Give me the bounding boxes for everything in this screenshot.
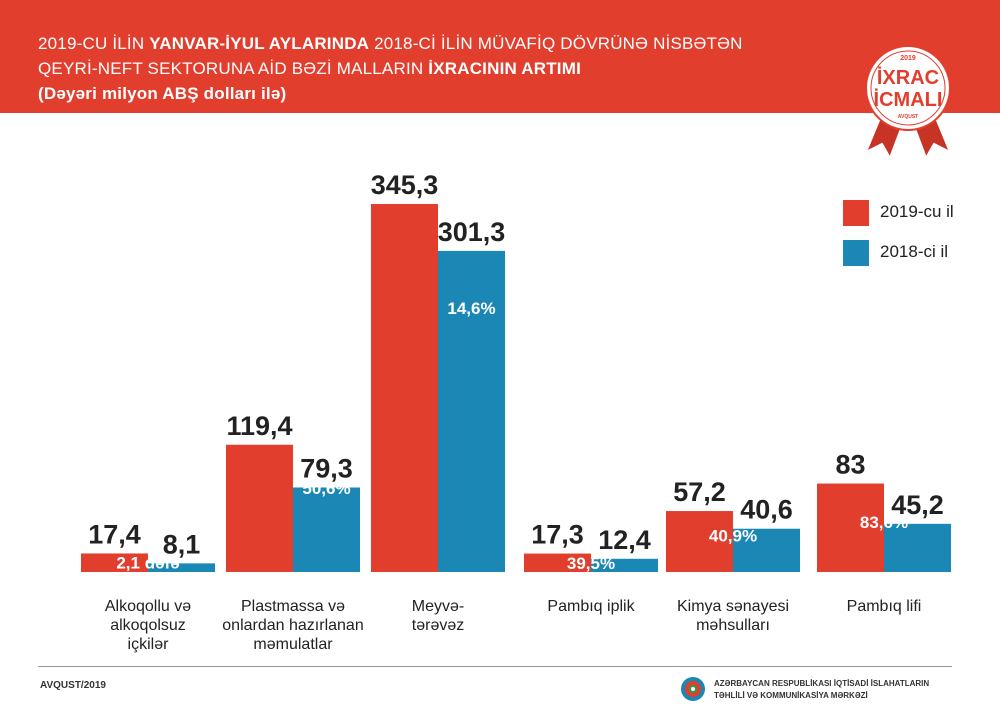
badge-word-2: İCMALI <box>874 88 943 111</box>
bar-2018-3 <box>591 558 658 572</box>
value-label-2018-1: 79,3 <box>300 453 353 483</box>
legend-label-2019: 2019-cu il <box>880 202 954 221</box>
growth-label-0: 2,1 dəfə <box>116 554 179 573</box>
value-label-2019-0: 17,4 <box>88 519 141 549</box>
growth-label-2: 14,6% <box>447 299 495 318</box>
category-label-0-2: içkilər <box>128 636 170 653</box>
subtitle-units: (Dəyəri milyon ABŞ dolları ilə) <box>38 84 287 103</box>
category-label-4-0: Kimya sənayesi <box>677 598 789 615</box>
footer-org-line-2: TƏHLİLİ VƏ KOMMUNİKASİYA MƏRKƏZİ <box>714 691 868 700</box>
bar-2019-4 <box>666 511 733 572</box>
category-label-1-0: Plastmassa və <box>241 598 345 615</box>
bar-2018-1 <box>293 487 360 572</box>
title-line-1: 2019-CU İLİN YANVAR-İYUL AYLARINDA 2018-… <box>38 34 743 53</box>
footer-organization: AZƏRBAYCAN RESPUBLİKASI İQTİSADİ İSLAHAT… <box>714 678 929 702</box>
bar-2019-0 <box>81 553 148 572</box>
bar-2018-2 <box>438 250 505 572</box>
category-label-3-0: Pambıq iplik <box>547 598 635 615</box>
value-label-2019-4: 57,2 <box>673 477 726 507</box>
bar-2018-0 <box>148 563 215 572</box>
category-label-1-1: onlardan hazırlanan <box>222 617 363 634</box>
value-label-2019-1: 119,4 <box>226 411 292 441</box>
legend-swatch-2019 <box>843 200 869 226</box>
category-label-1-2: məmulatlar <box>253 636 333 653</box>
category-label-0-0: Alkoqollu və <box>105 598 191 615</box>
bar-2019-2 <box>371 204 438 572</box>
legend-item-2019: 2019-cu il <box>843 200 973 226</box>
category-label-2-1: tərəvəz <box>412 617 464 634</box>
category-label-0-1: alkoqolsuz <box>110 617 186 634</box>
legend-swatch-2018 <box>843 240 869 266</box>
bar-2019-1 <box>226 444 293 572</box>
value-label-2019-5: 83 <box>835 450 865 480</box>
badge-month: AVQUST <box>898 114 918 120</box>
bar-2019-5 <box>817 483 884 572</box>
category-label-4-1: məhsulları <box>696 617 770 634</box>
value-label-2019-3: 17,3 <box>531 520 584 550</box>
value-label-2018-2: 301,3 <box>438 217 506 247</box>
growth-label-1: 50,6% <box>302 479 350 498</box>
value-label-2018-0: 8,1 <box>163 529 201 559</box>
footer-org-line-1: AZƏRBAYCAN RESPUBLİKASI İQTİSADİ İSLAHAT… <box>714 679 930 688</box>
bar-2019-3 <box>524 553 591 572</box>
value-label-2018-4: 40,6 <box>740 495 793 525</box>
footer-date: AVQUST/2019 <box>40 680 106 691</box>
state-emblem-icon <box>681 677 705 701</box>
badge-year: 2019 <box>900 55 916 62</box>
legend-item-2018: 2018-ci il <box>843 240 973 266</box>
header-banner: 2019-CU İLİN YANVAR-İYUL AYLARINDA 2018-… <box>0 0 1000 113</box>
badge-word-1: İXRAC <box>877 66 939 89</box>
category-label-2-0: Meyvə- <box>412 598 464 615</box>
category-label-5-0: Pambıq lifi <box>847 598 922 615</box>
bar-2018-4 <box>733 528 800 572</box>
value-label-2019-2: 345,3 <box>371 170 439 200</box>
value-label-2018-3: 12,4 <box>598 525 651 555</box>
growth-label-4: 40,9% <box>709 527 757 546</box>
title-line-2: QEYRİ-NEFT SEKTORUNA AİD BƏZİ MALLARIN İ… <box>38 59 582 78</box>
bar-2018-5 <box>884 523 951 572</box>
value-label-2018-5: 45,2 <box>891 490 944 520</box>
export-growth-chart: 17,4 8,12,1 dəfə Alkoqollu və alkoqolsuz içk… <box>81 170 951 653</box>
legend-label-2018: 2018-ci il <box>880 242 949 261</box>
growth-label-5: 83,6% <box>860 513 908 532</box>
growth-label-3: 39,5% <box>567 554 615 573</box>
export-review-badge: 2019 İXRAC İCMALI AVQUST <box>864 45 952 160</box>
footer-divider <box>38 666 952 667</box>
